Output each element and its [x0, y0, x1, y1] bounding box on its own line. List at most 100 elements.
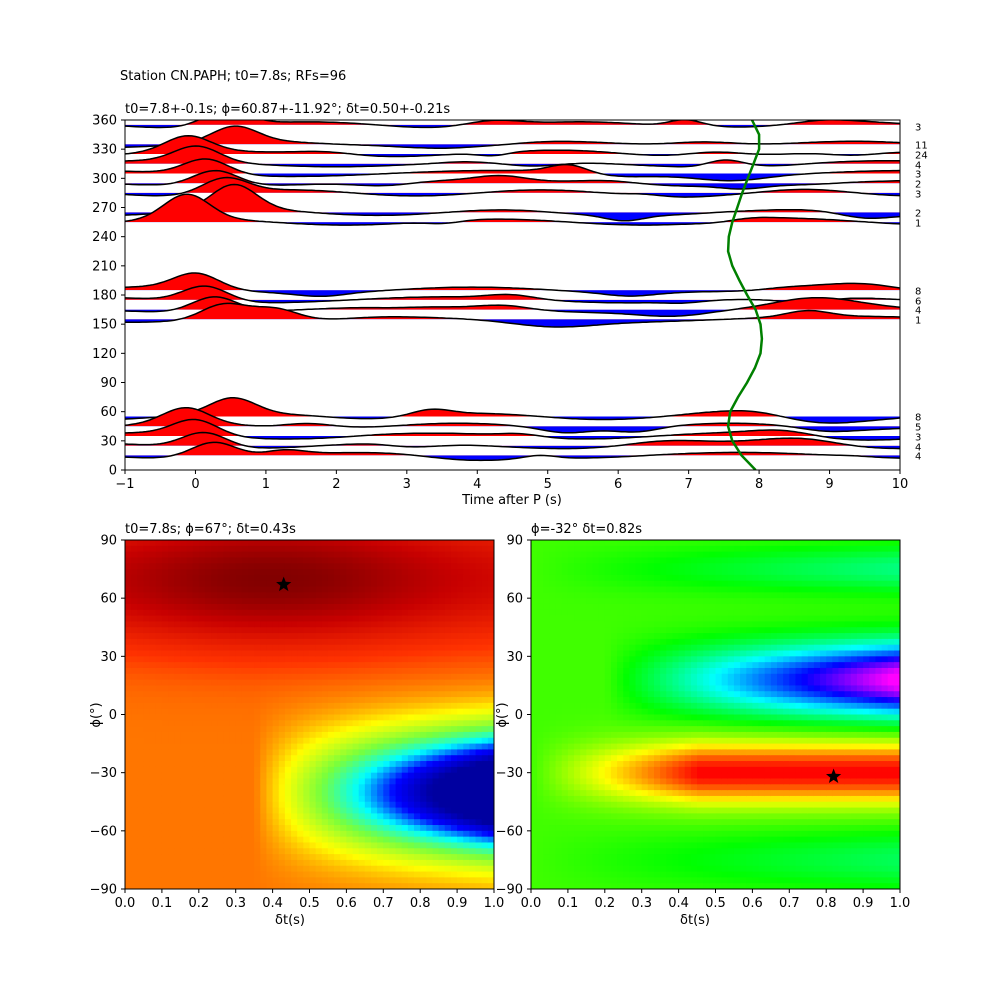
trace-fill-negative [125, 309, 734, 317]
trace-fill-positive [163, 397, 782, 417]
y-tick-label: 180 [92, 289, 117, 304]
x-tick-label: 1.0 [484, 896, 505, 911]
x-tick-label: 0.9 [447, 896, 468, 911]
x-tick-label: 1 [262, 477, 270, 492]
trace-fill-positive [178, 303, 900, 320]
y-tick-label: 90 [506, 534, 523, 549]
y-tick-label: 0 [109, 464, 117, 479]
y-tick-label: −30 [496, 766, 523, 781]
trace-fill-positive [172, 442, 845, 456]
y-tick-label: 150 [92, 318, 117, 333]
x-tick-label: 0 [191, 477, 199, 492]
x-tick-label: 0.1 [152, 896, 173, 911]
trace-line [125, 176, 900, 198]
stack-count-label: 4 [915, 452, 921, 463]
x-tick-label: 0.8 [410, 896, 431, 911]
y-tick-label: −30 [90, 766, 117, 781]
t0-curve-layer [726, 120, 764, 470]
energy-grid-x-ticks: 0.0 0.1 0.2 0.3 0.4 0.5 0.6 0.7 0.8 0.9 1.0 [115, 889, 505, 911]
trace-line [125, 418, 900, 441]
x-tick-label: 0.5 [299, 896, 320, 911]
y-tick-label: 60 [100, 592, 117, 607]
trace-fill-positive [125, 194, 900, 223]
stack-count-label: 3 [915, 190, 921, 201]
trace-line [125, 431, 900, 450]
trace-line [125, 193, 900, 226]
trace-fill-positive [125, 146, 900, 164]
y-tick-label: 240 [92, 230, 117, 245]
baz-stack-panel: t0=7.8+-0.1s; ϕ=60.87+-11.92°; δt=0.50+-… [92, 102, 928, 508]
stack-count-label: 8 [915, 413, 921, 424]
stack-count-label: 3 [915, 170, 921, 181]
stack-count-label: 4 [915, 306, 921, 317]
best-fit-star [826, 768, 842, 783]
stack-count-label: 4 [915, 443, 921, 454]
x-tick-label: 0.7 [373, 896, 394, 911]
trace-fill-positive [176, 126, 900, 145]
y-tick-label: −60 [496, 824, 523, 839]
trace-fill-negative [125, 426, 900, 433]
x-tick-label: 0.2 [594, 896, 615, 911]
trace-line [125, 302, 900, 328]
stack-count-label: 2 [915, 209, 921, 220]
x-tick-label: 2 [332, 477, 340, 492]
stack-count-label: 3 [915, 123, 921, 134]
trace-line [125, 406, 900, 434]
t0-curve [726, 120, 764, 470]
trace-line [125, 169, 900, 190]
trace-line [125, 134, 900, 158]
energy-grid-ylabel: ϕ(°) [89, 702, 104, 727]
y-tick-label: −90 [496, 883, 523, 898]
trace-line [125, 183, 900, 222]
y-tick-label: 210 [92, 259, 117, 274]
baz-stack-xlabel: Time after P (s) [461, 493, 562, 508]
baz-stack-x-ticks: −1 0 1 2 3 4 5 6 7 8 9 10 [115, 470, 908, 492]
stack-count-label: 5 [915, 423, 921, 434]
x-tick-label: 3 [403, 477, 411, 492]
x-tick-label: 7 [684, 477, 692, 492]
y-tick-label: 120 [92, 347, 117, 362]
y-tick-label: 270 [92, 201, 117, 216]
x-tick-label: 0.1 [558, 896, 579, 911]
energy-grid-heatmap [125, 540, 494, 889]
y-tick-label: 90 [100, 376, 117, 391]
x-tick-label: 0.7 [779, 896, 800, 911]
x-tick-label: 10 [892, 477, 909, 492]
trace-line [125, 120, 900, 129]
x-tick-label: 9 [825, 477, 833, 492]
stack-count-label: 2 [915, 180, 921, 191]
y-tick-label: −90 [90, 883, 117, 898]
transverse-grid-title: ϕ=-32° δt=0.82s [531, 522, 642, 537]
trace-fill-negative [125, 455, 900, 461]
trace-line [125, 397, 900, 424]
x-tick-label: 0.4 [262, 896, 283, 911]
y-tick-label: 0 [515, 708, 523, 723]
x-tick-label: 8 [755, 477, 763, 492]
y-tick-label: 30 [100, 650, 117, 665]
x-tick-label: 0.0 [115, 896, 136, 911]
x-tick-label: 0.5 [705, 896, 726, 911]
x-tick-label: 1.0 [890, 896, 911, 911]
x-tick-label: 6 [614, 477, 622, 492]
trace-line [125, 285, 900, 304]
transverse-grid-ylabel: ϕ(°) [495, 702, 510, 727]
rf-traces [125, 120, 900, 462]
trace-fill-negative [125, 290, 900, 297]
trace-fill-positive [125, 273, 900, 291]
stack-count-label: 24 [915, 151, 928, 162]
transverse-grid-panel: ϕ=-32° δt=0.82s 0.0 0.1 0.2 0.3 0.4 0.5 0.6 0.7… [495, 522, 910, 928]
y-tick-label: 30 [100, 434, 117, 449]
stack-count-label: 11 [915, 141, 928, 152]
y-tick-label: 360 [92, 114, 117, 129]
y-tick-label: 300 [92, 172, 117, 187]
x-tick-label: 0.0 [521, 896, 542, 911]
energy-grid-xlabel: δt(s) [275, 913, 305, 928]
energy-grid-y-ticks: −90 −60 −30 0 30 60 90 [90, 534, 125, 898]
transverse-grid-xlabel: δt(s) [680, 913, 710, 928]
y-tick-label: 0 [109, 708, 117, 723]
x-tick-label: 0.6 [742, 896, 763, 911]
x-tick-label: 0.2 [188, 896, 209, 911]
energy-grid-title: t0=7.8s; ϕ=67°; δt=0.43s [125, 522, 296, 537]
